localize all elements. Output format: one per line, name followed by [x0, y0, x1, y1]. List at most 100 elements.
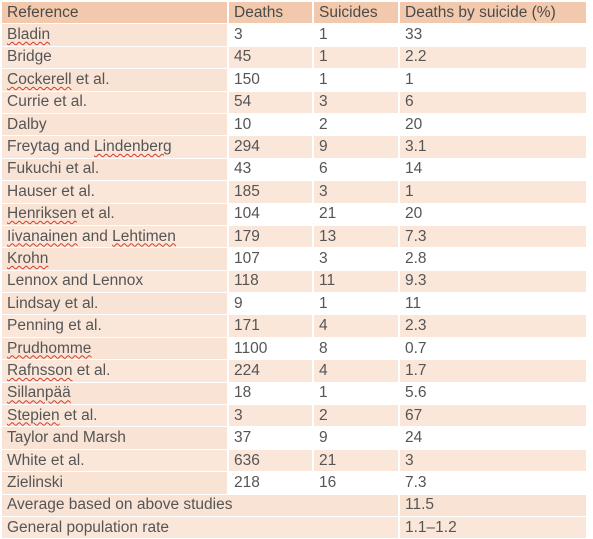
suicides-cell: 1 — [313, 68, 400, 92]
reference-text-misspelled: Stepien — [7, 406, 60, 424]
suicides-cell: 21 — [313, 449, 400, 473]
reference-text: Freytag and — [7, 138, 95, 156]
table-footer: Average based on above studies 11.5 Genera… — [2, 494, 586, 539]
percent-cell: 3.1 — [399, 135, 586, 159]
table-row: Bladin 3 1 33 — [2, 23, 586, 47]
average-row: Average based on above studies 11.5 — [2, 494, 586, 517]
reference-cell: Cockerell et al. — [2, 68, 229, 92]
reference-text-misspelled: Bladin — [7, 26, 51, 44]
table-row: Hauser et al. 185 3 1 — [2, 180, 586, 204]
header-reference: Reference — [2, 2, 229, 25]
reference-text-misspelled: Henriksen — [7, 205, 77, 223]
deaths-cell: 9 — [228, 292, 314, 316]
reference-cell: Prudhomme — [2, 337, 229, 361]
footer-label: General population rate — [2, 516, 400, 539]
footer-value: 11.5 — [399, 494, 586, 517]
percent-cell: 7.3 — [399, 225, 586, 249]
deaths-cell: 18 — [228, 382, 314, 406]
deaths-cell: 179 — [228, 225, 314, 249]
reference-cell: Zielinski — [2, 471, 229, 495]
reference-text: Lindsay et al. — [7, 294, 99, 312]
percent-cell: 67 — [399, 404, 586, 428]
table-body: Bladin 3 1 33 Bridge 45 1 2.2 Cockerell et al. 15… — [2, 23, 586, 495]
percent-cell: 1 — [399, 180, 586, 204]
suicides-cell: 1 — [313, 23, 400, 47]
suicides-cell: 2 — [313, 404, 400, 428]
suicides-cell: 3 — [313, 180, 400, 204]
reference-text: and — [77, 227, 113, 245]
reference-text: et al. — [76, 205, 115, 223]
reference-cell: Krohn — [2, 247, 229, 271]
suicides-cell: 3 — [313, 247, 400, 271]
reference-text: Hauser et al. — [7, 182, 95, 200]
suicides-cell: 16 — [313, 471, 400, 495]
reference-text-misspelled: Cockerell — [7, 70, 72, 88]
reference-text-misspelled: Krohn — [7, 249, 49, 267]
table-row: Prudhomme 1100 8 0.7 — [2, 337, 586, 361]
table-row: Krohn 107 3 2.8 — [2, 247, 586, 271]
suicides-cell: 1 — [313, 292, 400, 316]
table-row: Lennox and Lennox 118 11 9.3 — [2, 270, 586, 294]
reference-cell: Henriksen et al. — [2, 203, 229, 226]
reference-cell: Sillanpää — [2, 382, 229, 406]
reference-cell: Dalby — [2, 113, 229, 137]
percent-cell: 9.3 — [399, 270, 586, 294]
reference-cell: Taylor and Marsh — [2, 426, 229, 450]
reference-text: White et al. — [7, 451, 85, 469]
deaths-cell: 104 — [228, 203, 314, 226]
reference-cell: Bladin — [2, 23, 229, 47]
reference-text-misspelled: Rafnsson — [7, 361, 73, 379]
reference-text-misspelled: Sillanpää — [7, 384, 71, 402]
suicides-cell: 4 — [313, 359, 400, 383]
reference-cell: Penning et al. — [2, 314, 229, 338]
reference-cell: White et al. — [2, 449, 229, 473]
suicides-cell: 13 — [313, 225, 400, 249]
deaths-cell: 43 — [228, 158, 314, 182]
reference-text: Currie et al. — [7, 93, 88, 111]
reference-text: et al. — [59, 406, 98, 424]
percent-cell: 14 — [399, 158, 586, 182]
deaths-cell: 107 — [228, 247, 314, 271]
table-row: Penning et al. 171 4 2.3 — [2, 314, 586, 338]
reference-cell: Lennox and Lennox — [2, 270, 229, 294]
reference-cell: Freytag and Lindenberg — [2, 135, 229, 159]
percent-cell: 1.7 — [399, 359, 586, 383]
reference-text: Fukuchi et al. — [7, 160, 100, 178]
table-row: Iivanainen and Lehtimen 179 13 7.3 — [2, 225, 586, 249]
table-row: Freytag and Lindenberg 294 9 3.1 — [2, 135, 586, 159]
deaths-cell: 218 — [228, 471, 314, 495]
percent-cell: 6 — [399, 91, 586, 114]
percent-cell: 20 — [399, 203, 586, 226]
reference-text-misspelled: Iivanainen — [7, 227, 78, 245]
header-deaths: Deaths — [228, 2, 314, 25]
reference-cell: Iivanainen and Lehtimen — [2, 225, 229, 249]
footer-value: 1.1–1.2 — [399, 516, 586, 539]
reference-cell: Lindsay et al. — [2, 292, 229, 316]
table-row: Rafnsson et al. 224 4 1.7 — [2, 359, 586, 383]
reference-cell: Currie et al. — [2, 91, 229, 114]
suicides-cell: 21 — [313, 203, 400, 226]
percent-cell: 20 — [399, 113, 586, 137]
percent-cell: 2.8 — [399, 247, 586, 271]
deaths-cell: 171 — [228, 314, 314, 338]
general-population-row: General population rate 1.1–1.2 — [2, 516, 586, 539]
deaths-cell: 45 — [228, 46, 314, 70]
reference-text: Lennox and Lennox — [7, 272, 144, 290]
reference-text: et al. — [72, 361, 111, 379]
table-row: Stepien et al. 3 2 67 — [2, 404, 586, 428]
reference-cell: Fukuchi et al. — [2, 158, 229, 182]
percent-cell: 5.6 — [399, 382, 586, 406]
suicides-cell: 9 — [313, 426, 400, 450]
reference-text: Taylor and Marsh — [7, 429, 126, 447]
table-row: Dalby 10 2 20 — [2, 113, 586, 137]
table-row: Sillanpää 18 1 5.6 — [2, 382, 586, 406]
reference-text-misspelled: Lehtimen — [112, 227, 176, 245]
percent-cell: 24 — [399, 426, 586, 450]
percent-cell: 3 — [399, 449, 586, 473]
reference-cell: Bridge — [2, 46, 229, 70]
deaths-cell: 1100 — [228, 337, 314, 361]
suicides-cell: 2 — [313, 113, 400, 137]
table-row: Zielinski 218 16 7.3 — [2, 471, 586, 495]
